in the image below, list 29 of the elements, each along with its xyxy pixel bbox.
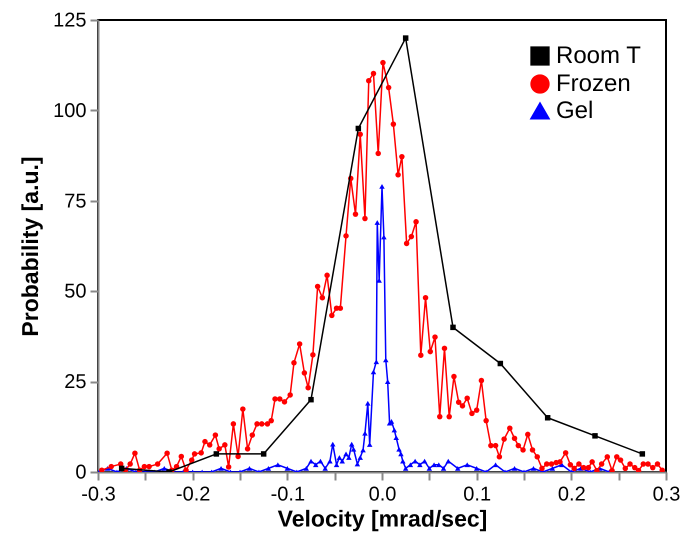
- point: [402, 35, 408, 41]
- point: [356, 126, 362, 132]
- x-tick-label: -0.3: [81, 484, 116, 506]
- point: [544, 415, 550, 420]
- y-tick-label: 50: [64, 280, 86, 303]
- y-tick-label: 75: [64, 190, 86, 212]
- point: [592, 433, 598, 439]
- point: [450, 324, 456, 330]
- x-tick-label: -0.2: [176, 484, 210, 506]
- x-tick-label: 0.0: [368, 484, 396, 506]
- y-tick-label: 125: [53, 10, 86, 32]
- legend-label: Frozen: [556, 70, 631, 97]
- point: [214, 451, 220, 457]
- legend-label: Gel: [556, 97, 594, 124]
- x-tick-label: 0.2: [558, 484, 586, 506]
- x-tick-label: -0.1: [270, 484, 306, 506]
- point: [640, 451, 646, 457]
- x-tick-label: 0.1: [463, 484, 492, 506]
- x-axis-title: Velocity [mrad/sec]: [278, 506, 488, 532]
- y-axis-title: Probability [a.u.]: [17, 156, 44, 337]
- y-tick-label: 0: [75, 462, 86, 484]
- x-tick-label: 0.3: [652, 484, 680, 506]
- point: [308, 396, 314, 402]
- legend-label: Room T: [556, 42, 642, 69]
- point: [118, 466, 124, 472]
- point: [260, 451, 266, 457]
- point: [498, 360, 504, 366]
- y-tick-label: 25: [64, 371, 86, 394]
- y-tick-label: 100: [53, 100, 86, 122]
